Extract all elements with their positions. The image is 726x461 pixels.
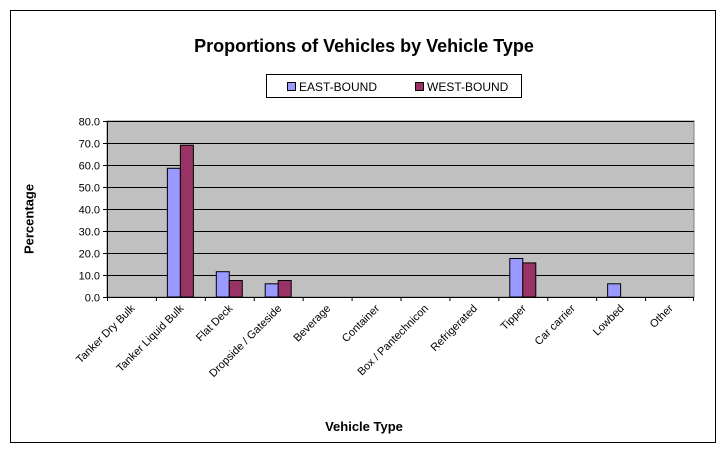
y-tick-label: 80.0 <box>79 117 100 129</box>
legend-swatch-west <box>415 82 424 91</box>
bar-east-8 <box>509 258 524 298</box>
y-tick-label: 70.0 <box>79 139 100 151</box>
y-tick-label: 60.0 <box>79 161 100 173</box>
chart-frame: Proportions of Vehicles by Vehicle Type … <box>10 10 716 443</box>
x-tick-label: Tipper <box>499 302 529 332</box>
y-tick-label: 50.0 <box>79 183 100 195</box>
y-tick-label: 10.0 <box>79 271 100 283</box>
legend: EAST-BOUND WEST-BOUND <box>266 74 522 98</box>
bar-east-2 <box>215 271 230 298</box>
x-axis-label: Vehicle Type <box>325 419 403 434</box>
legend-label-west: WEST-BOUND <box>427 80 509 94</box>
bar-east-1 <box>166 167 181 298</box>
bar-west-2 <box>228 280 243 298</box>
chart-title: Proportions of Vehicles by Vehicle Type <box>194 36 534 56</box>
bar-west-8 <box>522 262 537 298</box>
y-tick-label: 0.0 <box>85 293 100 305</box>
legend-swatch-east <box>287 82 296 91</box>
bar-west-3 <box>277 280 292 298</box>
plot-area-svg: 0.010.020.030.040.050.060.070.080.0Tanke… <box>74 117 695 380</box>
x-tick-label: Lowbed <box>591 303 627 339</box>
x-tick-label: Container <box>340 302 382 344</box>
bar-east-3 <box>264 283 279 298</box>
x-tick-label: Car carrier <box>533 302 578 347</box>
x-tick-label: Refrigerated <box>429 303 480 354</box>
x-tick-label: Flat Deck <box>194 302 236 344</box>
bar-west-1 <box>179 144 194 298</box>
y-tick-label: 40.0 <box>79 205 100 217</box>
y-tick-label: 30.0 <box>79 227 100 239</box>
bar-east-10 <box>607 283 622 298</box>
legend-item-east: EAST-BOUND <box>287 80 377 94</box>
x-tick-label: Other <box>648 302 676 330</box>
legend-item-west: WEST-BOUND <box>415 80 508 94</box>
x-tick-label: Beverage <box>291 303 333 345</box>
y-tick-label: 20.0 <box>79 249 100 261</box>
legend-label-east: EAST-BOUND <box>299 80 378 94</box>
